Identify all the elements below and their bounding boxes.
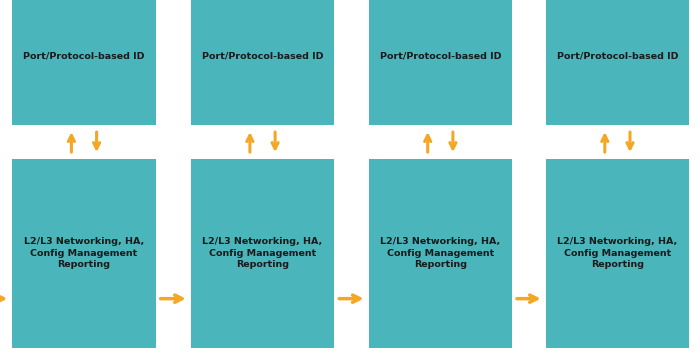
FancyBboxPatch shape (190, 159, 335, 348)
FancyBboxPatch shape (368, 159, 512, 348)
FancyBboxPatch shape (190, 0, 335, 125)
FancyBboxPatch shape (546, 159, 689, 348)
Text: L2/L3 Networking, HA,
Config Management
Reporting: L2/L3 Networking, HA, Config Management … (557, 237, 678, 269)
FancyBboxPatch shape (13, 0, 155, 125)
Text: L2/L3 Networking, HA,
Config Management
Reporting: L2/L3 Networking, HA, Config Management … (24, 237, 144, 269)
Text: Port/Protocol-based ID: Port/Protocol-based ID (23, 52, 145, 60)
Text: L2/L3 Networking, HA,
Config Management
Reporting: L2/L3 Networking, HA, Config Management … (380, 237, 500, 269)
FancyBboxPatch shape (13, 159, 155, 348)
FancyBboxPatch shape (546, 0, 689, 125)
Text: L2/L3 Networking, HA,
Config Management
Reporting: L2/L3 Networking, HA, Config Management … (202, 237, 323, 269)
FancyBboxPatch shape (368, 0, 512, 125)
Text: Port/Protocol-based ID: Port/Protocol-based ID (556, 52, 678, 60)
Text: Port/Protocol-based ID: Port/Protocol-based ID (202, 52, 323, 60)
Text: Port/Protocol-based ID: Port/Protocol-based ID (379, 52, 501, 60)
